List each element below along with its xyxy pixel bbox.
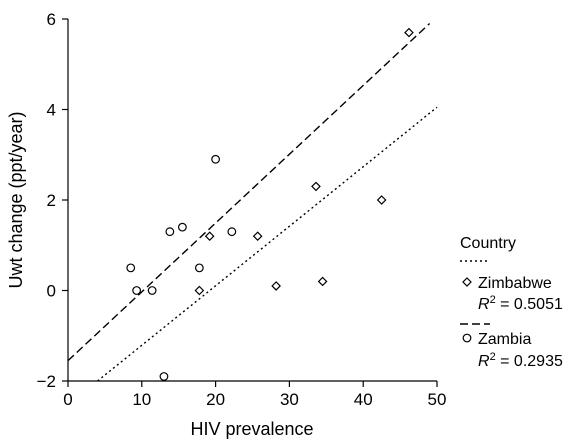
legend-zimbabwe-r2-value: = 0.5051	[496, 296, 563, 313]
data-markers	[126, 27, 414, 381]
point-zambia	[159, 372, 169, 381]
legend-title: Country	[460, 235, 516, 252]
point-zimbabwe	[404, 27, 414, 38]
legend: Country Zimbabwe R2 = 0.5051 Zambia R2 =…	[460, 235, 563, 370]
point-zimbabwe	[204, 231, 215, 242]
point-zambia	[147, 286, 157, 295]
x-tick-label: 40	[354, 390, 373, 409]
legend-zambia-circle-icon	[462, 333, 472, 343]
point-zimbabwe	[252, 231, 263, 242]
legend-zambia-label: Zambia	[478, 331, 531, 348]
legend-zambia-r2: R2 = 0.2935	[478, 351, 563, 370]
point-zimbabwe	[376, 195, 387, 205]
y-axis-label: Uwt change (ppt/year)	[6, 111, 26, 288]
legend-zimbabwe-r2-symbol: R	[478, 296, 490, 313]
point-zimbabwe	[317, 276, 328, 287]
point-zambia	[227, 227, 237, 237]
y-tick-label: 4	[47, 101, 56, 120]
x-tick-label: 20	[206, 390, 225, 409]
legend-zambia-r2-symbol: R	[478, 353, 490, 370]
x-tick-label: 50	[428, 390, 447, 409]
point-zimbabwe	[194, 285, 205, 296]
x-tick-label: 0	[63, 390, 72, 409]
point-zimbabwe	[271, 281, 281, 291]
point-zambia	[165, 227, 175, 237]
y-tick-label: −2	[37, 372, 56, 391]
x-axis-label: HIV prevalence	[190, 419, 313, 439]
y-ticks: −2 0 2 4 6	[37, 10, 68, 391]
y-tick-label: 6	[47, 10, 56, 29]
legend-zambia-r2-exp: 2	[490, 351, 496, 363]
legend-zimbabwe-r2: R2 = 0.5051	[478, 294, 563, 313]
x-ticks: 0 10 20 30 40 50	[63, 381, 446, 409]
y-tick-label: 0	[47, 282, 56, 301]
point-zambia	[132, 286, 142, 295]
point-zambia	[211, 154, 221, 164]
fit-lines	[67, 23, 438, 382]
point-zambia	[177, 222, 187, 232]
legend-zimbabwe-r2-exp: 2	[490, 294, 496, 306]
point-zambia	[126, 263, 136, 273]
y-tick-label: 2	[47, 191, 56, 210]
legend-zambia-r2-value: = 0.2935	[496, 353, 563, 370]
x-tick-label: 30	[280, 390, 299, 409]
fit-line-zimbabwe	[97, 106, 438, 382]
x-tick-label: 10	[132, 390, 151, 409]
legend-zimbabwe-label: Zimbabwe	[478, 275, 552, 292]
point-zambia	[194, 263, 204, 273]
fit-line-zambia	[67, 23, 431, 362]
point-zimbabwe	[311, 181, 321, 192]
legend-zimbabwe-diamond-icon	[462, 277, 472, 287]
